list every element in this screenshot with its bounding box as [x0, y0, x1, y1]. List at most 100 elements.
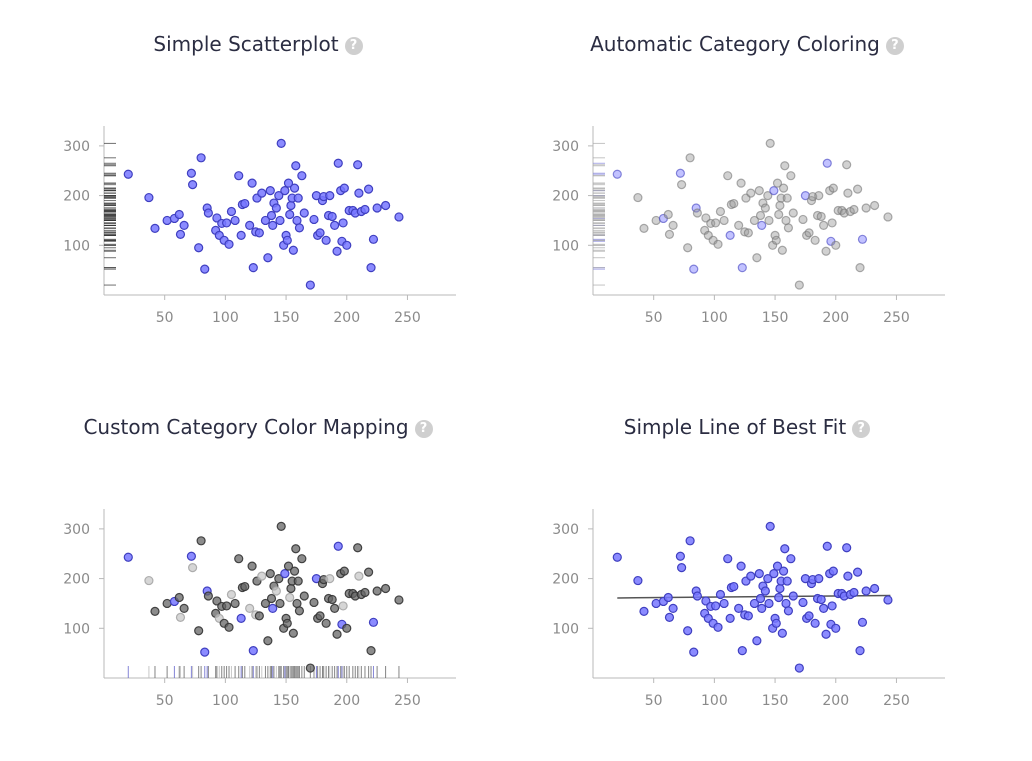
- data-point: [734, 603, 744, 614]
- data-point: [226, 206, 237, 217]
- data-point: [292, 598, 302, 609]
- help-icon[interactable]: ?: [885, 37, 904, 55]
- panel-automatic-category-coloring: Automatic Category Coloring? 50 100 150 200…: [489, 0, 1005, 378]
- data-point: [861, 586, 871, 596]
- data-point: [263, 636, 273, 646]
- data-point: [794, 280, 804, 290]
- y-tick-label: 100: [63, 621, 90, 637]
- data-point: [332, 629, 342, 639]
- data-point: [723, 171, 733, 181]
- data-point: [175, 612, 186, 622]
- panel-custom-category-color-mapping: Custom Category Color Mapping? 50 100 150 2…: [0, 383, 516, 761]
- data-point: [828, 183, 838, 193]
- data-point: [224, 622, 234, 632]
- data-point: [754, 569, 764, 579]
- chart-title: Simple Scatterplot?: [0, 32, 516, 56]
- data-point: [268, 220, 278, 231]
- data-point: [325, 573, 335, 584]
- data-point: [754, 186, 764, 196]
- data-point: [123, 169, 133, 179]
- data-point: [725, 613, 735, 623]
- data-point: [224, 239, 234, 249]
- data-point: [664, 612, 675, 622]
- data-point: [245, 603, 255, 614]
- data-point: [883, 212, 893, 222]
- data-point: [285, 209, 295, 220]
- y-tick-label: 100: [552, 621, 579, 637]
- y-tick-label: 200: [63, 572, 90, 588]
- data-point: [288, 628, 298, 638]
- y-tick-label: 100: [63, 238, 90, 254]
- data-point: [758, 198, 768, 208]
- data-point: [814, 190, 824, 201]
- data-point: [282, 235, 292, 245]
- data-point: [710, 601, 721, 611]
- data-point: [764, 598, 774, 609]
- data-point: [339, 183, 349, 193]
- help-icon[interactable]: ?: [852, 420, 871, 438]
- data-point: [857, 617, 868, 627]
- data-point: [800, 190, 811, 201]
- data-point: [749, 215, 760, 226]
- data-point: [853, 567, 863, 577]
- x-tick-label: 50: [156, 310, 174, 326]
- x-tick-label: 50: [156, 693, 174, 709]
- data-point: [196, 153, 206, 163]
- x-tick-label: 150: [762, 693, 789, 709]
- y-tick-label: 200: [552, 189, 579, 205]
- data-point: [769, 186, 779, 196]
- data-point: [368, 617, 379, 627]
- data-point: [271, 203, 281, 213]
- data-point: [692, 208, 702, 218]
- help-icon[interactable]: ?: [344, 37, 363, 55]
- data-point: [305, 663, 315, 673]
- data-point: [677, 563, 687, 573]
- data-point: [274, 573, 284, 584]
- data-point: [663, 592, 673, 603]
- data-point: [194, 243, 204, 253]
- data-point: [781, 598, 791, 609]
- data-point: [668, 603, 678, 614]
- data-point: [633, 575, 643, 586]
- data-point: [236, 230, 246, 240]
- data-point: [240, 581, 250, 592]
- data-point: [283, 178, 294, 188]
- data-point: [291, 544, 301, 554]
- data-point: [783, 223, 794, 233]
- data-point: [786, 554, 796, 564]
- data-point: [774, 592, 784, 603]
- data-point: [639, 223, 649, 233]
- data-point: [633, 192, 643, 203]
- y-tick-label: 200: [63, 189, 90, 205]
- data-point: [234, 554, 244, 564]
- data-point: [842, 543, 852, 553]
- data-point: [188, 563, 198, 573]
- data-point: [798, 214, 808, 225]
- data-point: [309, 597, 319, 608]
- data-point: [364, 567, 374, 577]
- x-tick-label: 100: [212, 693, 239, 709]
- data-point: [775, 200, 785, 211]
- data-point: [713, 622, 723, 632]
- x-tick-label: 200: [822, 693, 849, 709]
- help-icon[interactable]: ?: [414, 420, 433, 438]
- data-point: [186, 168, 196, 178]
- data-point: [236, 613, 246, 623]
- data-point: [203, 208, 213, 218]
- data-point: [746, 188, 756, 198]
- data-point: [179, 603, 189, 614]
- data-point: [394, 212, 404, 222]
- data-point: [254, 611, 264, 621]
- y-tick-label: 200: [552, 572, 579, 588]
- x-tick-label: 200: [333, 693, 360, 709]
- data-point: [333, 541, 343, 551]
- data-point: [798, 597, 808, 608]
- data-point: [289, 566, 300, 576]
- data-point: [757, 220, 767, 231]
- x-tick-label: 100: [701, 693, 728, 709]
- data-point: [786, 171, 796, 181]
- x-tick-label: 150: [273, 310, 300, 326]
- data-point: [286, 583, 296, 594]
- data-point: [248, 263, 258, 273]
- data-point: [174, 592, 184, 603]
